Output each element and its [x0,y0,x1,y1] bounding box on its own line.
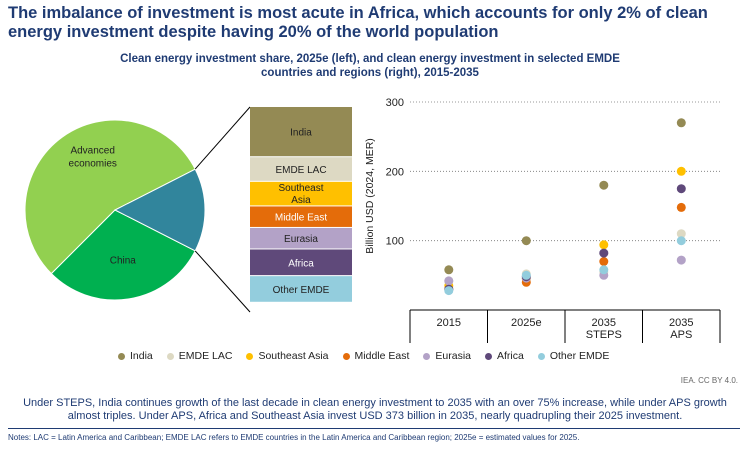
legend-dot [118,352,125,360]
pie-slice-advanced [24,119,196,275]
x-tick-label: 2035 APS [669,317,693,341]
point-emde-lac [676,229,686,239]
legend-label: Southeast Asia [258,350,329,362]
investment-scatter-chart: 100 200 300 Billion USD (2024, MER) 2015 2025… [364,97,721,343]
legend-item: EMDE LAC [166,350,233,362]
point-southeast-asia [676,166,686,176]
point-india [521,236,531,246]
y-axis-label: Billion USD (2024, MER) [364,138,376,254]
point-eurasia [444,276,454,286]
bar-segment-emde-lac [250,157,352,181]
pie-label-china: China [110,255,137,266]
legend-dot [423,352,431,360]
legend-dot [537,352,545,360]
bar-label-middle-east: Middle East [275,213,327,224]
notes-text: Notes: LAC = Latin America and Caribbean… [8,433,580,442]
legend-label: Africa [497,350,524,362]
legend-label: Eurasia [435,350,471,362]
bar-segment-middle-east [250,206,352,227]
legend-dot [166,352,174,360]
legend: India EMDE LAC Southeast Asia Middle East Eu… [118,350,678,362]
y-tick-label: 300 [386,97,404,109]
point-other-emde [676,236,686,246]
legend-dot [485,352,492,360]
point-southeast-asia [599,240,609,250]
point-africa [676,184,686,194]
legend-item: Eurasia [423,350,471,362]
bar-label-other-emde: Other EMDE [273,285,330,296]
legend-label: Other EMDE [549,350,610,362]
bar-segment-india [250,107,352,157]
point-india [444,265,454,275]
bar-label-india: India [290,128,312,139]
bar-segment-africa [250,249,352,276]
point-middle-east [599,257,609,266]
bar-segment-eurasia [250,227,352,249]
divider [8,428,740,429]
chart-headline: The imbalance of investment is most acut… [8,4,708,41]
legend-label: Middle East [354,350,410,362]
legend-item: Other EMDE [537,350,610,362]
point-other-emde [521,270,531,280]
legend-item: Southeast Asia [246,350,329,362]
x-tick-label: 2015 [437,317,461,329]
bar-segment-southeast-asia [250,181,352,206]
legend-item: Africa [485,350,524,362]
bar-segment-other-emde [250,276,352,302]
connector-line-top [194,106,251,170]
legend-item: India [118,350,153,362]
pie-label-advanced: Advanced economies [69,146,117,170]
x-tick-label: 2035 STEPS [586,317,622,341]
caption-text: Under STEPS, India continues growth of t… [23,397,727,422]
point-india [676,118,686,128]
pie-slice-emde [113,168,206,252]
bar-label-emde-lac: EMDE LAC [275,165,326,176]
pie-slice-china [50,209,196,301]
point-other-emde [444,286,454,296]
legend-dot [342,352,350,360]
legend-label: India [130,350,153,362]
y-tick-label: 100 [386,236,404,248]
legend-label: EMDE LAC [178,350,233,362]
credit-text: IEA. CC BY 4.0. [680,376,738,385]
point-india [599,180,609,190]
connector-line-bottom [194,250,251,313]
point-eurasia [676,255,686,265]
point-africa [599,248,609,258]
legend-dot [246,352,254,360]
chart-subtitle: Clean energy investment share, 2025e (le… [120,53,620,79]
bar-label-southeast-asia: Southeast Asia [278,183,323,206]
x-tick-label: 2025e [511,317,542,329]
bar-label-africa: Africa [288,258,314,269]
point-middle-east [676,202,686,212]
point-other-emde [599,265,609,275]
legend-item: Middle East [342,350,410,362]
investment-share-chart: Advanced economies China India EMDE LAC South… [24,106,352,313]
y-tick-label: 200 [386,166,404,178]
bar-label-eurasia: Eurasia [284,234,318,245]
